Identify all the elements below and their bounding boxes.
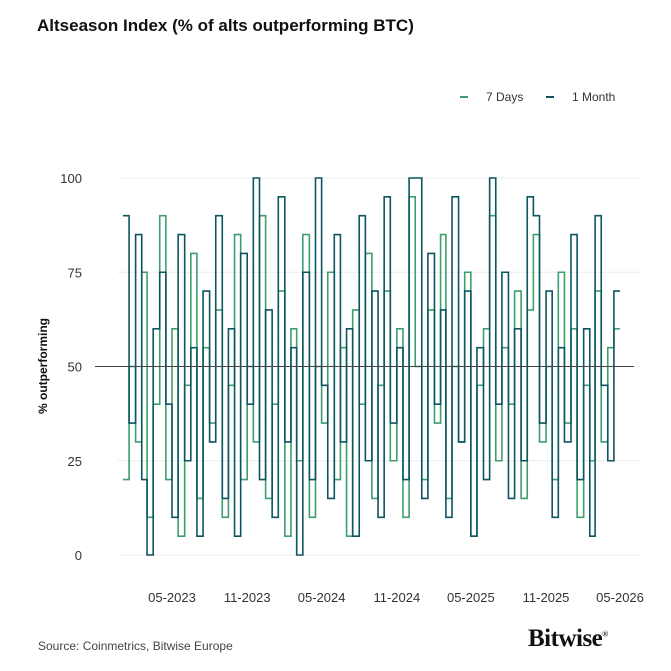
x-tick-label: 11-2025 bbox=[523, 590, 570, 605]
series-line-1-month bbox=[122, 177, 620, 556]
x-tick-label: 05-2026 bbox=[596, 590, 644, 605]
x-tick-label: 05-2023 bbox=[148, 590, 196, 605]
y-axis-label: % outperforming bbox=[36, 318, 50, 414]
legend-label: 1 Month bbox=[572, 90, 616, 104]
legend-swatch-7-days bbox=[460, 96, 468, 98]
y-tick-label: 75 bbox=[68, 265, 82, 280]
x-tick-label: 05-2024 bbox=[298, 590, 346, 605]
y-tick-label: 100 bbox=[60, 171, 82, 186]
y-tick-label: 50 bbox=[68, 360, 82, 375]
chart-title: Altseason Index (% of alts outperforming… bbox=[37, 16, 414, 35]
x-tick-label: 05-2025 bbox=[447, 590, 495, 605]
y-tick-label: 0 bbox=[75, 548, 82, 563]
source-note: Source: Coinmetrics, Bitwise Europe bbox=[38, 639, 233, 653]
legend-item-1-month: 1 Month bbox=[546, 90, 615, 104]
y-tick-label: 25 bbox=[68, 454, 82, 469]
legend-swatch-1-month bbox=[546, 96, 554, 98]
bitwise-logo: Bitwise® bbox=[528, 625, 608, 652]
x-tick-label: 11-2024 bbox=[373, 590, 420, 605]
legend-label: 7 Days bbox=[486, 90, 524, 104]
logo-text: Bitwise bbox=[528, 625, 603, 652]
legend-item-7-days: 7 Days bbox=[460, 90, 523, 104]
x-tick-label: 11-2023 bbox=[224, 590, 271, 605]
